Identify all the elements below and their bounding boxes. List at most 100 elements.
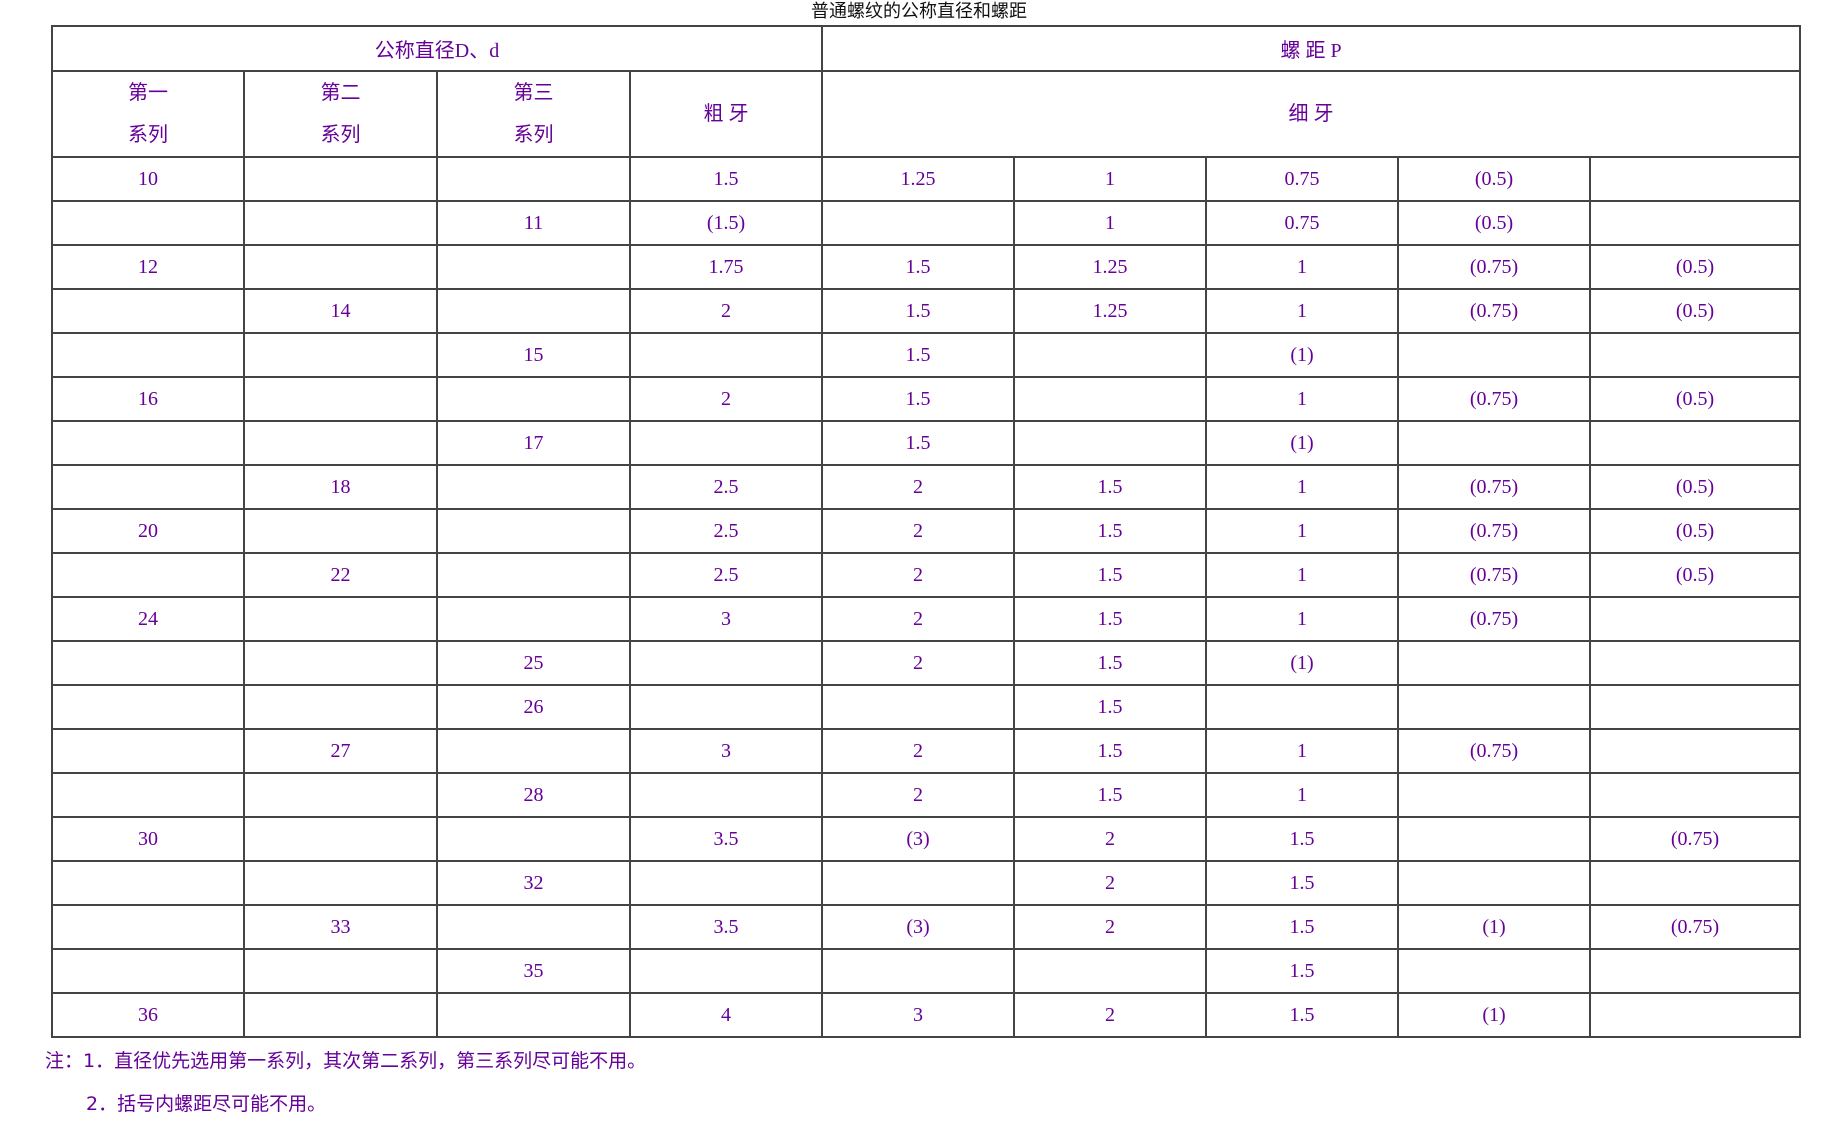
header-series-1-line2: 系列	[128, 124, 168, 146]
table-cell	[243, 816, 438, 862]
table-cell: (0.5)	[1589, 464, 1802, 510]
table-row: 10 1.5 1.25 1 0.75 (0.5)	[51, 156, 1802, 202]
table-cell	[243, 156, 438, 202]
header-nominal-diameter: 公称直径D、d	[50, 25, 824, 72]
table-cell	[243, 420, 438, 466]
table-cell: 1	[1205, 508, 1400, 554]
table-cell	[243, 200, 438, 246]
table-cell	[436, 288, 631, 334]
table-cell	[51, 288, 245, 334]
table-cell: 1	[1205, 464, 1400, 510]
table-cell: 1.25	[1013, 244, 1208, 290]
table-cell	[1397, 816, 1592, 862]
header-series-3-line2: 系列	[513, 124, 554, 146]
table-cell: (1)	[1205, 640, 1400, 686]
table-cell: 1.5	[1013, 684, 1208, 730]
table-cell	[1589, 992, 1802, 1038]
table-cell: 1	[1205, 288, 1400, 334]
table-cell	[628, 860, 824, 906]
table-cell	[243, 992, 438, 1038]
table-cell: 28	[436, 772, 631, 818]
table-cell: 2	[1013, 992, 1208, 1038]
table-cell: 2.5	[628, 552, 824, 598]
notes: 注：1．直径优先选用第一系列，其次第二系列，第三系列尽可能不用。 2．括号内螺距…	[45, 1046, 646, 1132]
thread-table: 公称直径D、d 螺 距 P 第一 系列 第二 系列 第三 系列 粗 牙 细 牙 10 1…	[50, 25, 1802, 1038]
table-cell: 1	[1205, 244, 1400, 290]
table-cell	[1397, 684, 1592, 730]
table-cell: 1.5	[821, 288, 1016, 334]
header-series-1: 第一 系列	[51, 70, 245, 158]
table-cell	[1397, 772, 1592, 818]
table-cell: 36	[51, 992, 245, 1038]
table-cell: 1.5	[1205, 860, 1400, 906]
table-cell	[436, 552, 631, 598]
table-cell: 24	[51, 596, 245, 642]
table-cell: (0.75)	[1397, 464, 1592, 510]
table-cell: 2	[628, 288, 824, 334]
table-row: 27 3 2 1.5 1 (0.75)	[51, 728, 1802, 774]
table-cell: (0.75)	[1397, 552, 1592, 598]
table-cell: 27	[243, 728, 438, 774]
table-cell	[821, 684, 1016, 730]
table-cell: 1.5	[1205, 904, 1400, 950]
table-cell	[1397, 420, 1592, 466]
table-cell	[51, 684, 245, 730]
header-coarse: 粗 牙	[628, 70, 824, 158]
table-cell: 1.5	[1013, 464, 1208, 510]
table-cell	[1205, 684, 1400, 730]
header-row-2: 第一 系列 第二 系列 第三 系列 粗 牙 细 牙	[51, 70, 1802, 158]
table-row: 12 1.75 1.5 1.25 1 (0.75) (0.5)	[51, 244, 1802, 290]
table-cell	[51, 904, 245, 950]
table-cell: (0.5)	[1589, 508, 1802, 554]
table-cell: (0.75)	[1397, 728, 1592, 774]
table-cell: 1.5	[1205, 816, 1400, 862]
header-series-1-line1: 第一	[128, 82, 168, 104]
table-cell: 1.5	[1205, 948, 1400, 994]
table-cell	[1589, 332, 1802, 378]
table-cell: (0.5)	[1589, 376, 1802, 422]
table-row: 30 3.5 (3) 2 1.5 (0.75)	[51, 816, 1802, 862]
header-series-2: 第二 系列	[243, 70, 438, 158]
note-2: 2．括号内螺距尽可能不用。	[86, 1093, 327, 1115]
table-cell: 1.5	[1013, 728, 1208, 774]
table-cell	[821, 860, 1016, 906]
table-cell: 1.5	[1013, 596, 1208, 642]
table-cell: 1.25	[821, 156, 1016, 202]
table-cell: (0.75)	[1397, 508, 1592, 554]
table-cell	[1397, 640, 1592, 686]
table-cell	[51, 200, 245, 246]
table-cell: 3.5	[628, 816, 824, 862]
table-cell	[243, 508, 438, 554]
table-cell: 26	[436, 684, 631, 730]
table-cell	[628, 420, 824, 466]
table-cell	[628, 772, 824, 818]
table-cell: 1.5	[628, 156, 824, 202]
table-cell	[243, 772, 438, 818]
table-cell: 0.75	[1205, 200, 1400, 246]
table-cell: 18	[243, 464, 438, 510]
table-cell	[243, 684, 438, 730]
table-cell: (1)	[1397, 992, 1592, 1038]
table-cell: 2	[821, 640, 1016, 686]
table-cell: (3)	[821, 904, 1016, 950]
header-fine: 细 牙	[821, 70, 1802, 158]
table-cell	[1589, 596, 1802, 642]
table-cell	[243, 860, 438, 906]
table-cell	[1397, 332, 1592, 378]
table-cell	[1397, 948, 1592, 994]
table-cell: 2	[1013, 860, 1208, 906]
table-cell: 1	[1013, 200, 1208, 246]
table-cell: 2.5	[628, 508, 824, 554]
table-cell: 2	[1013, 816, 1208, 862]
table-cell: 2	[821, 772, 1016, 818]
header-series-2-line2: 系列	[320, 124, 361, 146]
table-cell: 32	[436, 860, 631, 906]
table-cell: 2	[821, 552, 1016, 598]
table-cell: 1	[1205, 376, 1400, 422]
table-cell	[51, 552, 245, 598]
table-cell: 2	[628, 376, 824, 422]
table-cell: (1)	[1397, 904, 1592, 950]
table-cell	[1013, 948, 1208, 994]
header-series-2-line1: 第二	[320, 82, 361, 104]
table-cell	[821, 200, 1016, 246]
